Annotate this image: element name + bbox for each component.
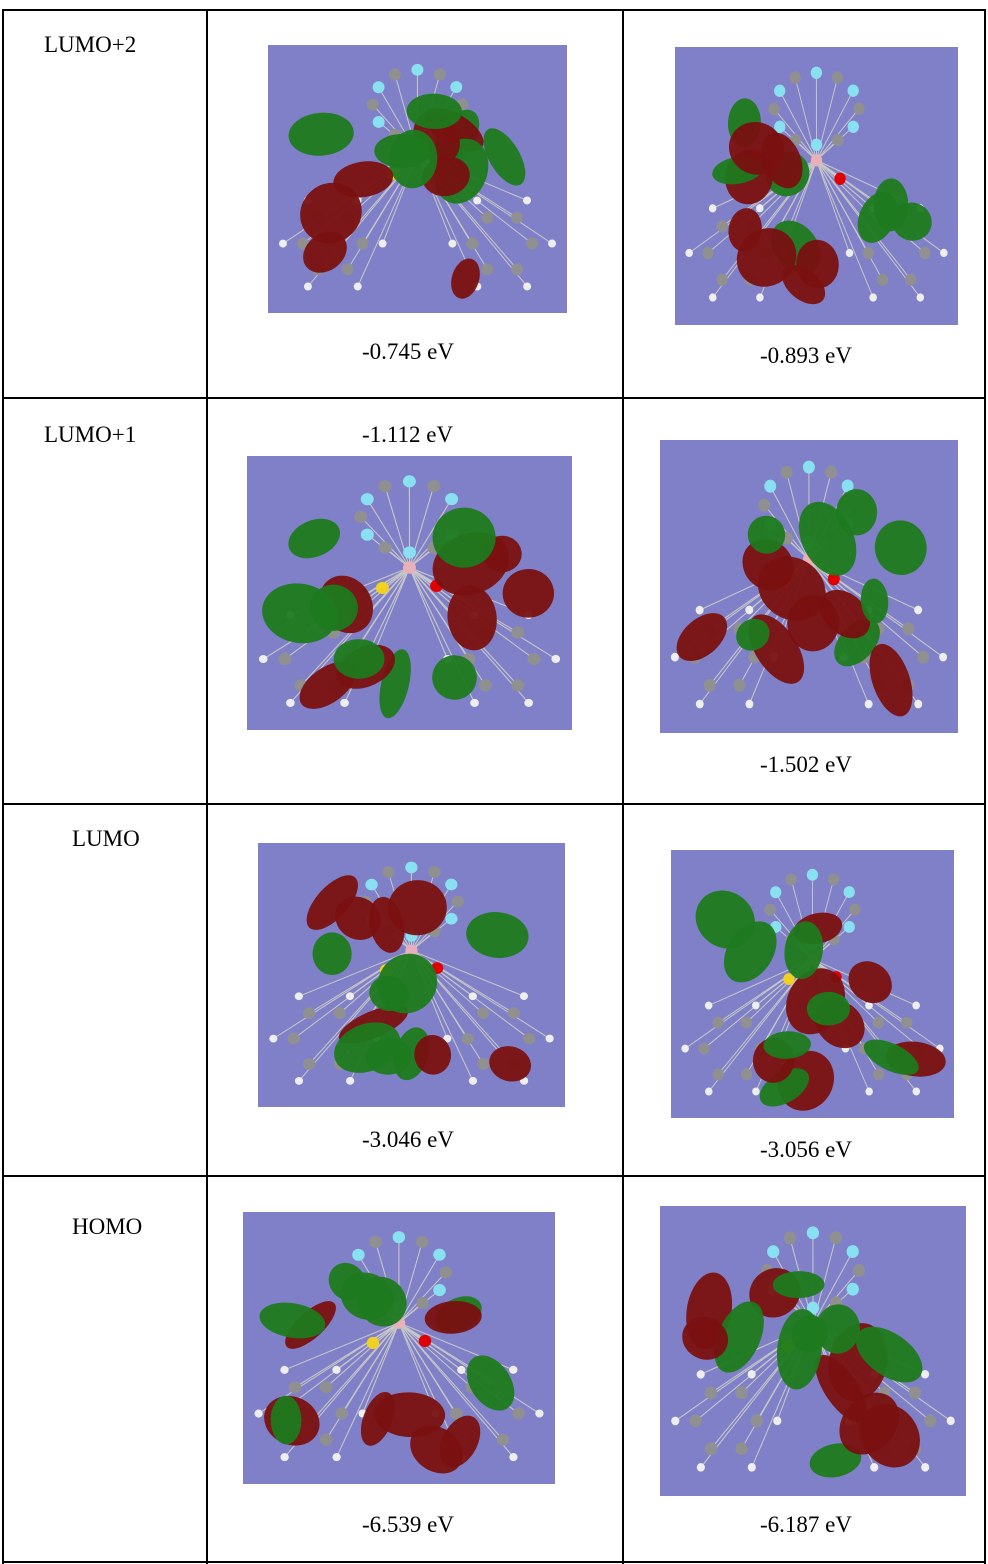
molecule-drawing (675, 47, 958, 325)
molecule-drawing (247, 456, 572, 730)
orbital-image (660, 1206, 966, 1496)
energy-label: -6.539 eV (362, 1512, 454, 1538)
energy-label: -0.893 eV (760, 343, 852, 369)
orbital-image (660, 440, 958, 733)
orbital-image (247, 456, 572, 730)
table-border (2, 1561, 986, 1563)
energy-label: -1.112 eV (362, 422, 453, 448)
page: LUMO+2 LUMO+1 LUMO HOMO -0.745 eV -0.893… (0, 0, 988, 1564)
row-label: LUMO (72, 826, 140, 852)
energy-label: -0.745 eV (362, 339, 454, 365)
table-border (2, 10, 4, 1564)
table-border (622, 10, 624, 1564)
row-label: LUMO+1 (44, 422, 136, 448)
energy-label: -3.046 eV (362, 1127, 454, 1153)
molecule-drawing (660, 1206, 966, 1496)
row-label: HOMO (72, 1214, 142, 1240)
table-border (2, 9, 986, 11)
molecule-drawing (671, 850, 954, 1118)
orbital-image (675, 47, 958, 325)
molecule-drawing (660, 440, 958, 733)
energy-label: -3.056 eV (760, 1137, 852, 1163)
row-label: LUMO+2 (44, 32, 136, 58)
table-border (2, 1175, 986, 1177)
orbital-image (268, 45, 567, 313)
orbital-image (243, 1212, 555, 1484)
molecule-drawing (258, 843, 565, 1107)
orbital-image (671, 850, 954, 1118)
table-border (984, 10, 986, 1564)
energy-label: -1.502 eV (760, 752, 852, 778)
molecule-drawing (268, 45, 567, 313)
table-border (2, 397, 986, 399)
molecule-drawing (243, 1212, 555, 1484)
orbital-image (258, 843, 565, 1107)
table-border (206, 10, 208, 1564)
energy-label: -6.187 eV (760, 1512, 852, 1538)
table-border (2, 803, 986, 805)
